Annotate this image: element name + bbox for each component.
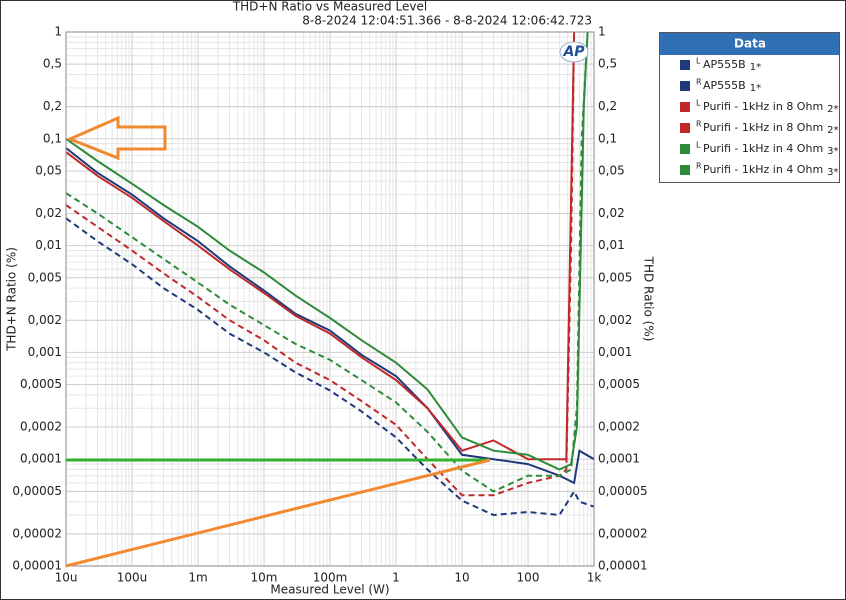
legend-swatch	[680, 60, 690, 70]
x-tick-label: 100	[517, 571, 540, 585]
y-tick-label: 0,2	[43, 99, 62, 113]
annotation-arrow	[66, 115, 167, 161]
legend-label: AP555B	[703, 79, 746, 92]
y-tick-label: 0,0001	[20, 452, 62, 466]
legend-channel: R	[696, 78, 702, 87]
y-tick-label: 0,5	[43, 57, 62, 71]
legend: Data L AP555B 1*R AP555B 1*L Purifi - 1kHz in…	[659, 32, 840, 183]
chart-subtitle: 8-8-2024 12:04:51.366 - 8-8-2024 12:06:4…	[302, 14, 592, 28]
legend-channel: R	[696, 120, 702, 129]
x-tick-label: 100m	[313, 571, 348, 585]
y-tick-label: 0,005	[28, 270, 62, 284]
legend-label: Purifi - 1kHz in 8 Ohm	[703, 100, 823, 113]
y2-tick-label: 0,05	[598, 163, 625, 177]
annotation-line	[65, 458, 491, 568]
legend-swatch	[680, 81, 690, 91]
logo: AP	[562, 44, 585, 60]
y2-tick-label: 0,00001	[598, 559, 648, 573]
y2-tick-label: 0,0005	[598, 377, 640, 391]
y2-tick-label: 0,00002	[598, 526, 648, 540]
y-tick-label: 1	[54, 25, 62, 39]
x-tick-label: 10u	[55, 571, 78, 585]
legend-label: Purifi - 1kHz in 8 Ohm	[703, 121, 823, 134]
y2-tick-label: 1	[598, 25, 606, 39]
legend-channel: L	[696, 57, 701, 66]
series-line	[66, 217, 594, 517]
y2-tick-label: 0,1	[598, 131, 617, 145]
y2-tick-label: 0,02	[598, 206, 625, 220]
y2-tick-label: 0,001	[598, 345, 632, 359]
legend-header	[660, 33, 839, 55]
legend-channel: L	[696, 99, 701, 108]
y-tick-label: 0,002	[28, 313, 62, 327]
legend-tag: 2*	[827, 104, 838, 115]
y2-tick-label: 0,002	[598, 313, 632, 327]
y-tick-label: 0,02	[35, 206, 62, 220]
legend-label: Purifi - 1kHz in 4 Ohm	[703, 142, 823, 155]
plot-border	[65, 31, 595, 567]
x-tick-label: 1k	[587, 571, 602, 585]
y-tick-label: 0,05	[35, 163, 62, 177]
y2-tick-label: 0,01	[598, 238, 625, 252]
y2-tick-label: 0,0001	[598, 452, 640, 466]
x-tick-label: 10	[454, 571, 469, 585]
legend-tag: 1*	[750, 83, 761, 94]
x-tick-label: 1m	[188, 571, 207, 585]
y-tick-label: 0,0002	[20, 420, 62, 434]
x-tick-label: 10m	[251, 571, 278, 585]
legend-tag: 1*	[750, 62, 761, 73]
legend-channel: L	[696, 141, 701, 150]
y-tick-label: 0,00005	[12, 484, 62, 498]
chart-title: THD+N Ratio vs Measured Level	[232, 0, 427, 14]
legend-channel: R	[696, 162, 702, 171]
y-tick-label: 0,001	[28, 345, 62, 359]
legend-swatch	[680, 123, 690, 133]
legend-title: Data	[734, 37, 766, 51]
plot-lines	[66, 32, 594, 517]
x-tick-label: 100u	[117, 571, 148, 585]
legend-tag: 3*	[827, 167, 838, 178]
y-tick-label: 0,0005	[20, 377, 62, 391]
y2-tick-label: 0,2	[598, 99, 617, 113]
y2-tick-label: 0,005	[598, 270, 632, 284]
y-tick-label: 0,00001	[12, 559, 62, 573]
grid	[65, 31, 595, 567]
series-line	[66, 32, 589, 493]
series-line	[66, 32, 589, 471]
y-tick-label: 0,1	[43, 131, 62, 145]
legend-swatch	[680, 165, 690, 175]
y2-tick-label: 0,5	[598, 57, 617, 71]
legend-tag: 2*	[827, 125, 838, 136]
x-tick-label: 1	[392, 571, 400, 585]
y-tick-label: 0,00002	[12, 526, 62, 540]
legend-label: AP555B	[703, 58, 746, 71]
series-line	[66, 32, 576, 461]
legend-label: Purifi - 1kHz in 4 Ohm	[703, 163, 823, 176]
legend-tag: 3*	[827, 146, 838, 157]
y-axis-label: THD+N Ratio (%)	[5, 247, 19, 352]
y2-axis-label: THD Ratio (%)	[642, 256, 656, 342]
logo-badge	[559, 41, 589, 63]
y2-tick-label: 0,0002	[598, 420, 640, 434]
legend-swatch	[680, 102, 690, 112]
x-axis-label: Measured Level (W)	[270, 583, 389, 597]
legend-swatch	[680, 144, 690, 154]
y-tick-label: 0,01	[35, 238, 62, 252]
y2-tick-label: 0,00005	[598, 484, 648, 498]
